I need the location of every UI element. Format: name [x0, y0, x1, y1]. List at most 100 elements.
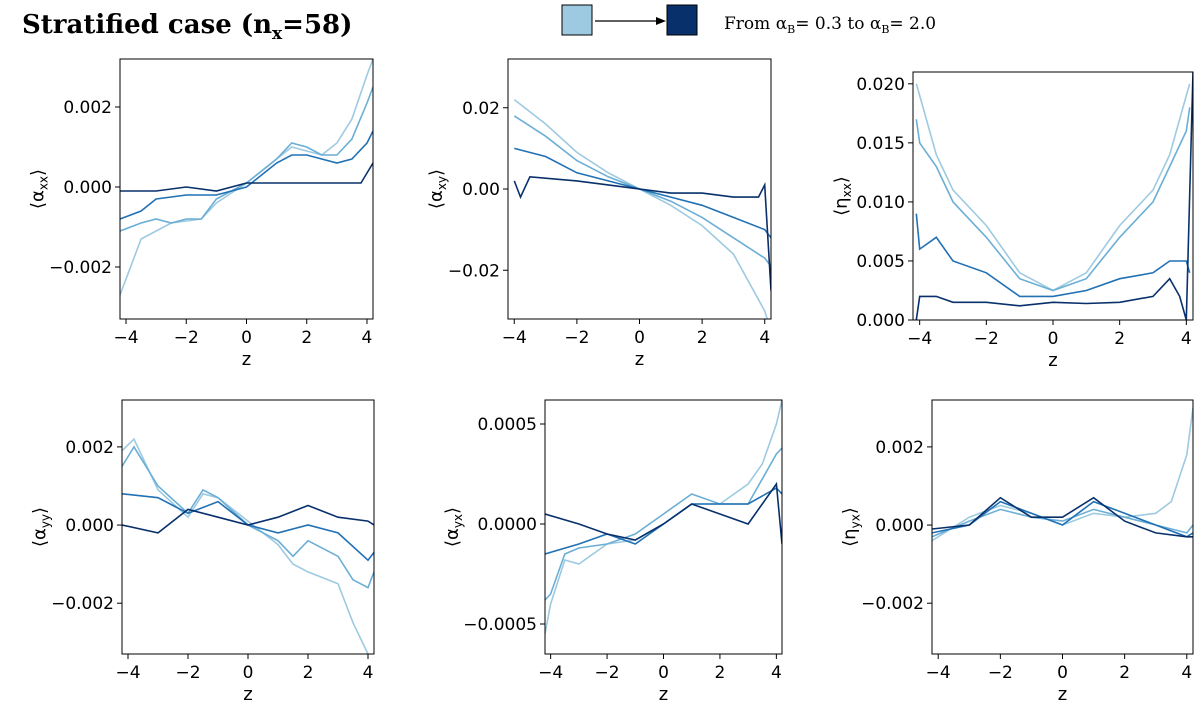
x-tick-label: 2 — [697, 328, 708, 348]
x-tick-label: −2 — [974, 329, 999, 349]
series-line — [514, 147, 771, 239]
series-line — [545, 447, 782, 601]
x-tick-label: 0 — [658, 663, 669, 683]
series-line — [545, 481, 782, 545]
y-tick-label: 0.0000 — [478, 515, 537, 535]
x-tick-label: 0 — [243, 663, 254, 683]
series-line — [122, 504, 374, 534]
series-line — [915, 83, 1191, 292]
series-line — [120, 59, 373, 296]
x-tick-label: 4 — [771, 663, 782, 683]
plot-frame — [119, 58, 374, 320]
y-tick-label: 0.00 — [462, 180, 500, 200]
chart-panel: −4 −2 0 2 4 −0.0005 0.0000 0.0005 z ⟨αyx⟩ — [442, 399, 783, 701]
x-tick-label: 2 — [301, 328, 312, 348]
series-line — [932, 500, 1193, 538]
x-tick-label: −4 — [907, 329, 932, 349]
x-tick-label: 4 — [1181, 329, 1192, 349]
series-line — [513, 175, 771, 291]
figure-title: Stratified case (nx=58) — [22, 10, 352, 44]
x-tick-label: 0 — [634, 328, 645, 348]
series-line — [122, 437, 369, 654]
x-tick-label: −4 — [926, 663, 951, 683]
y-axis-label: ⟨αyy⟩ — [30, 507, 53, 547]
y-tick-label: 0.000 — [856, 311, 905, 331]
x-tick-label: 2 — [715, 663, 726, 683]
chart-panel: −4 −2 0 2 4 −0.02 0.00 0.02 z ⟨αxy⟩ — [426, 58, 772, 370]
y-tick-label: −0.002 — [49, 258, 112, 278]
legend-to-swatch — [666, 4, 698, 36]
x-tick-label: 0 — [1057, 663, 1068, 683]
chart-panel: −4 −2 0 2 4 0.000 0.005 0.010 0.015 0.020 z ⟨ηxx⟩ — [831, 71, 1194, 371]
series-line — [122, 493, 374, 562]
y-tick-label: 0.000 — [63, 178, 112, 198]
series-line — [915, 107, 1191, 292]
series-line — [513, 98, 769, 319]
y-tick-label: 0.010 — [856, 193, 905, 213]
y-axis-label: ⟨αxy⟩ — [426, 169, 449, 209]
series-line — [120, 162, 373, 192]
series-line — [120, 130, 373, 220]
x-tick-label: 4 — [362, 328, 373, 348]
y-tick-label: 0.002 — [63, 98, 112, 118]
series-line — [915, 72, 1193, 320]
y-tick-label: 0.000 — [875, 516, 924, 536]
y-tick-label: −0.002 — [51, 594, 114, 614]
series-line — [513, 115, 771, 267]
series-line — [120, 86, 373, 232]
y-axis-label: ⟨ηxx⟩ — [831, 176, 854, 216]
y-tick-label: 0.002 — [65, 438, 114, 458]
x-tick-label: 4 — [1181, 663, 1192, 683]
x-axis-label: z — [242, 349, 251, 370]
x-tick-label: −4 — [115, 663, 140, 683]
series-line — [545, 486, 782, 555]
series-line — [545, 400, 782, 635]
y-tick-label: −0.02 — [448, 261, 500, 281]
y-axis-label: ⟨αxx⟩ — [28, 169, 51, 209]
x-axis-label: z — [1058, 684, 1067, 701]
x-tick-label: −2 — [988, 663, 1013, 683]
legend-from-swatch — [561, 4, 593, 36]
x-tick-label: 4 — [759, 328, 770, 348]
x-tick-label: 2 — [1114, 329, 1125, 349]
series-line — [932, 508, 1193, 538]
x-axis-label: z — [243, 684, 252, 701]
chart-panel: −4 −2 0 2 4 −0.002 0.000 0.002 z ⟨ηyx⟩ — [840, 399, 1194, 701]
x-tick-label: 2 — [1119, 663, 1130, 683]
x-tick-label: −2 — [175, 663, 200, 683]
y-tick-label: 0.02 — [462, 99, 500, 119]
plot-frame — [544, 399, 783, 655]
legend-arrow-icon — [656, 17, 666, 25]
plot-frame — [912, 71, 1194, 321]
y-tick-label: −0.002 — [861, 594, 924, 614]
chart-panel: −4 −2 0 2 4 −0.002 0.000 0.002 z ⟨αyy⟩ — [30, 399, 375, 701]
y-tick-label: 0.0005 — [478, 415, 537, 435]
y-tick-label: −0.0005 — [463, 615, 537, 635]
series-line — [122, 445, 374, 589]
x-axis-label: z — [1048, 350, 1057, 371]
x-tick-label: 0 — [1048, 329, 1059, 349]
x-tick-label: −4 — [113, 328, 138, 348]
y-tick-label: 0.000 — [65, 516, 114, 536]
x-axis-label: z — [635, 349, 644, 370]
series-line — [915, 213, 1191, 298]
y-tick-label: 0.015 — [856, 134, 905, 154]
y-tick-label: 0.002 — [875, 438, 924, 458]
color-legend: From αB= 0.3 to αB= 2.0 — [561, 4, 936, 36]
y-tick-label: 0.005 — [856, 252, 905, 272]
x-tick-label: −4 — [538, 663, 563, 683]
x-tick-label: 0 — [241, 328, 252, 348]
x-tick-label: −2 — [174, 328, 199, 348]
chart-panel: −4 −2 0 2 4 −0.002 0.000 0.002 z ⟨αxx⟩ — [28, 58, 374, 370]
plot-frame — [931, 399, 1194, 655]
x-tick-label: 4 — [363, 663, 374, 683]
legend-label: From αB= 0.3 to αB= 2.0 — [724, 14, 936, 36]
x-tick-label: 2 — [303, 663, 314, 683]
x-tick-label: −2 — [564, 328, 589, 348]
x-tick-label: −2 — [595, 663, 620, 683]
x-axis-label: z — [659, 684, 668, 701]
y-axis-label: ⟨ηyx⟩ — [840, 507, 863, 547]
plot-frame — [121, 399, 375, 655]
y-axis-label: ⟨αyx⟩ — [442, 507, 465, 547]
